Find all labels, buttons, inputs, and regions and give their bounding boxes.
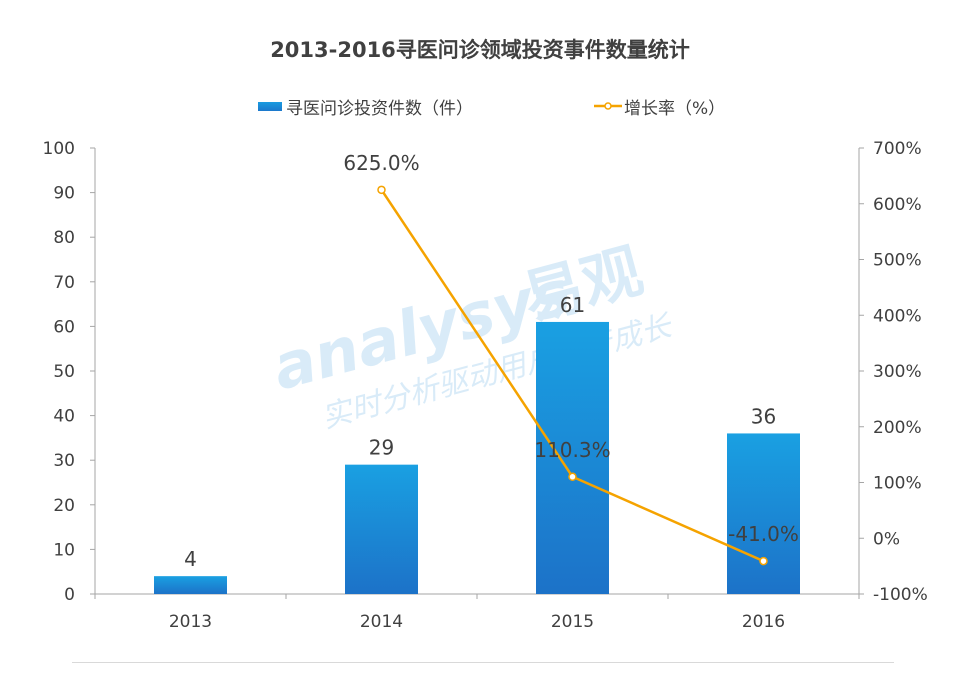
growth-rate-data-label: -41.0% [728,522,799,546]
y-left-tick-label: 50 [53,362,75,382]
y-right-tick-label: 600% [873,195,922,215]
growth-rate-point [377,185,386,195]
legend-bar-swatch [258,101,282,111]
y-right-tick-label: 400% [873,306,922,326]
legend-item-line: 增长率（%） [594,94,726,119]
bar-data-label: 29 [369,436,394,460]
chart-title: 2013-2016寻医问诊领域投资事件数量统计 [270,38,690,62]
bar-data-label: 36 [751,404,776,428]
y-left-tick-label: 20 [53,496,75,516]
y-left-tick-label: 70 [53,273,75,293]
legend: 寻医问诊投资件数（件） 增长率（%） [0,94,960,119]
y-right-tick-label: 200% [873,418,922,438]
growth-rate-point [568,472,577,482]
bar [345,464,418,594]
y-left-tick-label: 60 [53,317,75,337]
bar [536,321,609,594]
x-tick-label: 2014 [360,612,403,632]
y-right-tick-label: 500% [873,251,922,271]
x-tick-label: 2013 [169,612,212,632]
y-right-tick-label: 0% [873,529,900,549]
y-left-tick-label: 0 [64,585,75,605]
y-right-tick-label: 300% [873,362,922,382]
growth-rate-point [759,556,768,566]
footer-divider [72,662,894,663]
growth-rate-data-label: 625.0% [343,151,419,175]
bar [154,576,227,594]
bar [727,433,800,594]
y-left-tick-label: 80 [53,228,75,248]
growth-rate-data-label: 110.3% [534,438,610,462]
y-left-tick-label: 10 [53,540,75,560]
y-right-tick-label: -100% [873,585,928,605]
bar-data-label: 4 [184,547,197,571]
y-left-tick-label: 100 [43,139,75,159]
y-left-tick-label: 30 [53,451,75,471]
watermark: analysys 易观 实时分析驱动用户资产成长 [265,236,677,436]
bar-data-label: 61 [560,293,585,317]
x-tick-label: 2015 [551,612,594,632]
legend-label-line: 增长率（%） [624,98,726,119]
y-right-tick-label: 100% [873,474,922,494]
y-left-tick-label: 40 [53,407,75,427]
legend-label-bars: 寻医问诊投资件数（件） [286,98,473,119]
legend-line-swatch [594,102,622,110]
y-left-tick-label: 90 [53,184,75,204]
y-right-tick-label: 700% [873,139,922,159]
x-tick-label: 2016 [742,612,785,632]
legend-item-bars: 寻医问诊投资件数（件） [258,94,473,119]
